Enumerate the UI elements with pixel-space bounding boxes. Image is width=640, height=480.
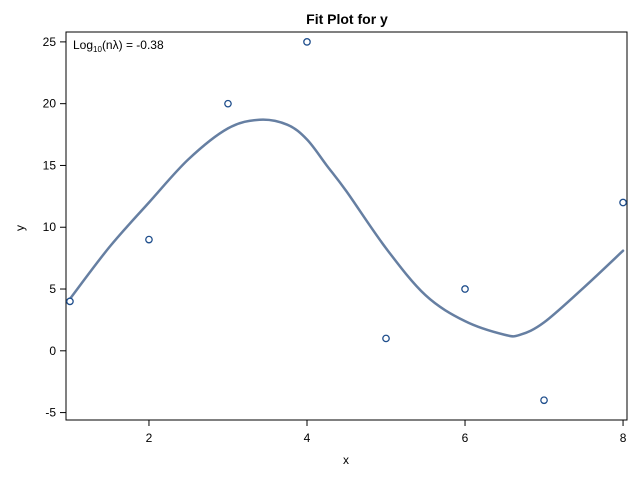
log-lambda-suffix: (nλ) = -0.38 [102,38,164,52]
x-tick-label: 6 [462,431,469,445]
x-tick-label: 4 [304,431,311,445]
chart-title: Fit Plot for y [306,11,388,27]
x-tick-label: 2 [146,431,153,445]
data-point [145,235,153,244]
y-axis-label: y [13,225,27,231]
y-tick-label: 20 [43,97,57,111]
plot-frame [65,31,628,421]
log-lambda-label: Log10(nλ) = -0.38 [73,38,164,54]
log-lambda-subscript: 10 [93,45,102,54]
data-point [461,285,469,293]
y-tick-label: 0 [49,344,56,358]
data-point [382,334,390,343]
data-point [619,198,627,207]
y-tick-label: 15 [43,158,57,172]
chart-marks: 2 4 6 8 -5 0 5 10 15 20 25 [43,35,627,445]
y-tick-label: -5 [45,406,56,420]
log-lambda-prefix: Log [73,38,93,52]
data-point [224,99,232,108]
data-point [66,297,74,306]
x-tick-label: 8 [620,431,627,445]
y-tick-label: 25 [43,35,57,49]
y-tick-label: 5 [49,282,56,296]
fit-curve-line [68,118,625,338]
data-point [540,396,548,405]
y-tick-label: 10 [43,220,57,234]
data-point [303,38,311,46]
x-axis-label: x [343,453,349,467]
